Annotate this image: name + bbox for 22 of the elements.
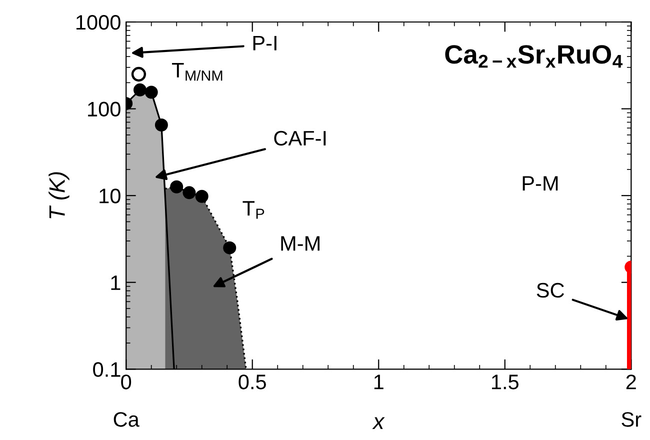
annotation: T$_{M/NM}$ bbox=[172, 63, 222, 81]
y-axis-title: T (K) bbox=[48, 172, 70, 218]
y-tick-label: 0.1 bbox=[93, 362, 120, 377]
x-tick-label: 1 bbox=[374, 374, 384, 390]
text: Sr bbox=[622, 412, 642, 427]
x-tick-label: 1.5 bbox=[492, 374, 518, 390]
y-tick-label: 1 bbox=[111, 276, 120, 290]
annotation: CAF-I bbox=[274, 130, 326, 146]
y-tick-label: 10 bbox=[100, 188, 120, 204]
annotation: P-M bbox=[522, 176, 558, 191]
x-tick-label: 0.5 bbox=[238, 374, 266, 390]
annotation: T$_{P}$ bbox=[242, 201, 264, 219]
x-tick-label: 2 bbox=[626, 374, 636, 390]
x-axis-title: x bbox=[372, 417, 385, 429]
text: Ca bbox=[114, 412, 140, 427]
annotation: M-M bbox=[281, 236, 320, 251]
annotation: P-I bbox=[253, 36, 276, 50]
y-tick-label: 1000 bbox=[76, 15, 120, 30]
x-tick-label: 0 bbox=[121, 374, 132, 390]
text: Ca$_{2−x}$Sr$_{x}$RuO$_{4}$ bbox=[445, 45, 623, 68]
annotation: SC bbox=[536, 282, 564, 298]
y-tick-label: 100 bbox=[88, 102, 120, 117]
